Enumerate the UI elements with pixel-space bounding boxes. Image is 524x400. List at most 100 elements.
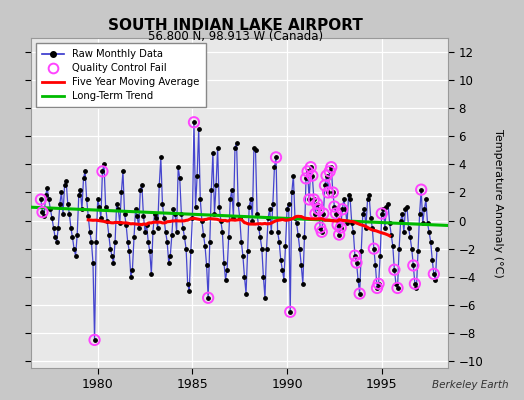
Point — [374, 280, 383, 287]
Point — [412, 285, 421, 291]
Point — [308, 172, 316, 179]
Point — [182, 246, 190, 252]
Point — [324, 189, 332, 196]
Point — [97, 214, 105, 221]
Point — [296, 246, 304, 252]
Point — [40, 213, 48, 220]
Point — [305, 196, 313, 203]
Text: 56.800 N, 98.913 W (Canada): 56.800 N, 98.913 W (Canada) — [148, 30, 323, 43]
Point — [172, 228, 181, 235]
Point — [291, 214, 299, 221]
Point — [187, 248, 195, 255]
Point — [143, 222, 151, 228]
Point — [368, 224, 376, 231]
Point — [207, 186, 215, 193]
Point — [333, 222, 342, 228]
Point — [352, 260, 361, 266]
Point — [395, 246, 403, 252]
Point — [341, 206, 350, 212]
Point — [292, 220, 301, 226]
Point — [383, 203, 391, 210]
Point — [390, 266, 399, 273]
Point — [263, 246, 271, 252]
Point — [338, 206, 346, 212]
Point — [174, 164, 182, 170]
Point — [351, 252, 359, 259]
Point — [316, 224, 324, 231]
Point — [37, 196, 45, 203]
Point — [93, 196, 102, 203]
Point — [336, 224, 345, 231]
Point — [166, 252, 174, 259]
Point — [417, 186, 425, 193]
Point — [376, 252, 385, 259]
Point — [261, 294, 269, 301]
Point — [270, 164, 279, 170]
Point — [347, 220, 356, 226]
Point — [51, 234, 59, 241]
Point — [278, 266, 287, 273]
Point — [327, 164, 335, 170]
Point — [299, 280, 307, 287]
Point — [289, 172, 298, 179]
Point — [258, 246, 266, 252]
Point — [316, 224, 324, 231]
Point — [237, 238, 245, 245]
Point — [408, 246, 416, 252]
Point — [102, 203, 110, 210]
Point — [105, 231, 113, 238]
Point — [409, 262, 418, 269]
Point — [305, 196, 313, 203]
Point — [79, 175, 88, 182]
Point — [266, 206, 274, 212]
Point — [147, 271, 156, 277]
Point — [76, 186, 84, 193]
Point — [155, 182, 163, 189]
Point — [163, 238, 171, 245]
Point — [232, 140, 241, 146]
Point — [117, 189, 126, 196]
Point — [400, 228, 408, 235]
Point — [386, 220, 394, 226]
Point — [297, 262, 305, 269]
Point — [275, 238, 283, 245]
Point — [157, 154, 165, 160]
Point — [283, 206, 291, 212]
Point — [199, 231, 208, 238]
Point — [411, 280, 419, 287]
Point — [165, 260, 173, 266]
Point — [89, 260, 97, 266]
Legend: Raw Monthly Data, Quality Control Fail, Five Year Moving Average, Long-Term Tren: Raw Monthly Data, Quality Control Fail, … — [37, 43, 206, 107]
Point — [67, 224, 75, 231]
Point — [81, 168, 89, 175]
Point — [307, 164, 315, 170]
Point — [330, 203, 339, 210]
Point — [234, 200, 243, 207]
Point — [191, 203, 200, 210]
Point — [116, 220, 124, 226]
Point — [212, 182, 220, 189]
Point — [45, 196, 53, 203]
Point — [194, 126, 203, 132]
Point — [122, 222, 130, 228]
Point — [224, 234, 233, 241]
Point — [280, 276, 288, 283]
Point — [267, 228, 276, 235]
Point — [302, 175, 310, 182]
Point — [113, 200, 121, 207]
Point — [190, 119, 198, 126]
Point — [365, 192, 373, 198]
Point — [285, 200, 293, 207]
Point — [409, 262, 418, 269]
Point — [394, 285, 402, 291]
Point — [111, 238, 119, 245]
Point — [322, 172, 331, 179]
Point — [264, 214, 272, 221]
Point — [414, 248, 422, 255]
Point — [183, 280, 192, 287]
Point — [241, 274, 249, 280]
Point — [248, 217, 257, 224]
Point — [307, 164, 315, 170]
Point — [423, 220, 432, 226]
Point — [152, 214, 160, 221]
